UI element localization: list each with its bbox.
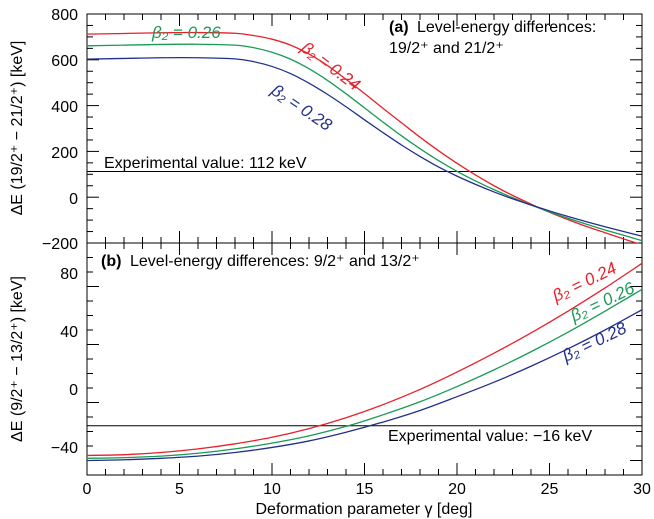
panel-b-curve-beta-0.24	[87, 262, 642, 457]
panel-a-curve-beta-0.24	[87, 31, 639, 243]
panel-a-title-line1: Level-energy differences:	[417, 19, 596, 36]
xtick-label: 20	[448, 481, 466, 498]
xtick-label: 10	[263, 481, 281, 498]
panel-a-label-beta-0.26: β₂ = 0.26	[151, 23, 221, 42]
panel-a-ytick-label: 600	[51, 53, 78, 70]
xtick-label: 30	[633, 481, 651, 498]
panel-b-y-axis-label: ΔE (9/2⁺ − 13/2⁺) [keV]	[9, 276, 26, 442]
panel-a-label-beta-0.28: β₂ = 0.28	[267, 80, 336, 135]
panel-b-ytick-label: 80	[60, 266, 78, 283]
panel-a-frame	[86, 13, 643, 244]
panel-b-label-beta-0.28: β₂ = 0.28	[559, 318, 630, 366]
panel-a-experimental-label: Experimental value: 112 keV	[104, 155, 307, 172]
panel-b-curve-beta-0.28	[87, 309, 642, 462]
x-axis-label: Deformation parameter γ [deg]	[256, 501, 473, 518]
panel-a-title-letter: (a)	[389, 19, 409, 36]
panel-a-title-line2: 19/2⁺ and 21/2⁺	[389, 40, 504, 57]
panel-a-label-beta-0.24: β₂ = 0.24	[297, 37, 364, 94]
panel-b-ticks	[86, 242, 643, 476]
panel-b-ytick-label: −40	[51, 440, 78, 457]
panel-b-title-text: Level-energy differences: 9/2⁺ and 13/2⁺	[130, 253, 420, 270]
xtick-label: 15	[356, 481, 374, 498]
panel-a-ticks	[86, 13, 643, 244]
panel-a-curve-beta-0.28	[87, 56, 642, 237]
panel-a-curve-beta-0.26	[87, 43, 642, 242]
panel-b-title-letter: (b)	[101, 253, 121, 270]
panel-a-ytick-label: −200	[42, 236, 78, 253]
xtick-label: 0	[83, 481, 92, 498]
panel-b-experimental-label: Experimental value: −16 keV	[388, 428, 592, 445]
panel-a-ytick-label: 800	[51, 7, 78, 24]
xtick-label: 5	[175, 481, 184, 498]
panel-a-ytick-label: 400	[51, 99, 78, 116]
xtick-label: 25	[541, 481, 559, 498]
panel-b-ytick-label: 40	[60, 324, 78, 341]
panel-b-curve-beta-0.26	[87, 288, 642, 459]
panel-b-ytick-label: 0	[69, 382, 78, 399]
panel-a-ytick-label: 200	[51, 145, 78, 162]
panel-a-y-axis-label: ΔE (19/2⁺ − 21/2⁺) [keV]	[9, 41, 26, 216]
panel-a-ytick-label: 0	[69, 191, 78, 208]
